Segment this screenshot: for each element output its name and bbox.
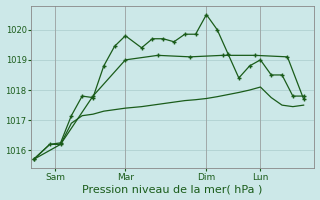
X-axis label: Pression niveau de la mer( hPa ): Pression niveau de la mer( hPa ) bbox=[83, 184, 263, 194]
